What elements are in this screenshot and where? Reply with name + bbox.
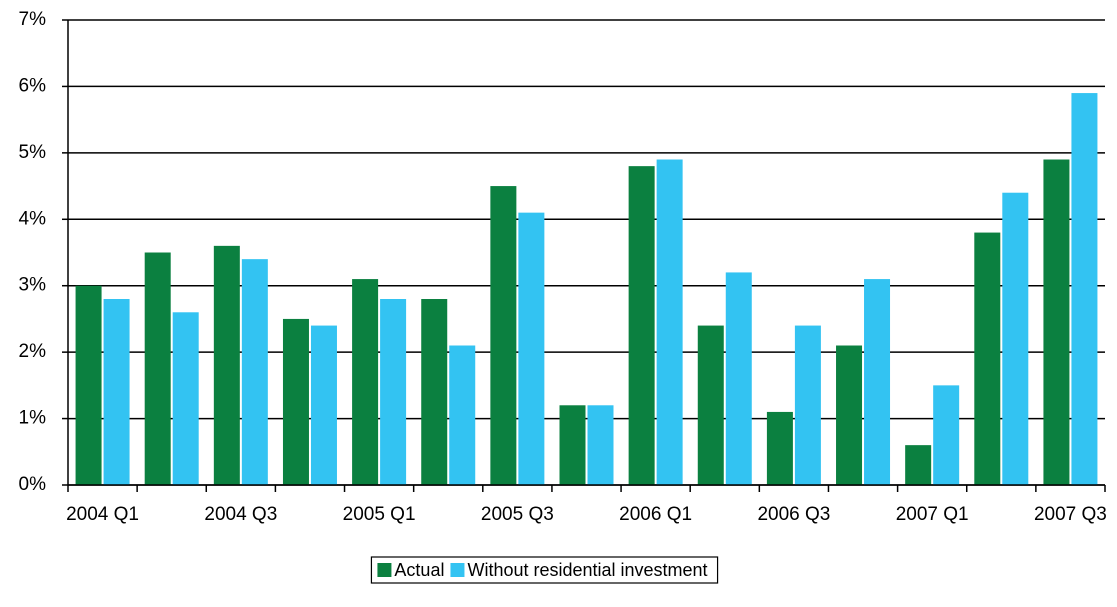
x-tick-label: 2004 Q3 — [204, 504, 277, 525]
bar — [794, 325, 821, 485]
legend-swatch — [450, 563, 465, 577]
bar — [352, 279, 379, 485]
bar — [1071, 93, 1098, 486]
bar — [628, 166, 655, 485]
bar — [213, 245, 240, 485]
x-tick-label: 2007 Q3 — [1034, 504, 1107, 525]
bar — [490, 186, 517, 486]
bar — [905, 445, 932, 485]
y-tick-label: 1% — [19, 408, 47, 429]
x-tick-label: 2007 Q1 — [896, 504, 969, 525]
bar — [172, 312, 199, 485]
bar — [518, 212, 545, 485]
x-tick-label: 2004 Q1 — [66, 504, 139, 525]
bar — [559, 405, 586, 485]
y-tick-label: 5% — [19, 142, 47, 163]
x-tick-label: 2005 Q3 — [481, 504, 554, 525]
legend-box — [370, 556, 719, 584]
bar — [864, 279, 891, 485]
y-tick-label: 7% — [19, 9, 47, 30]
bar — [449, 345, 476, 485]
bar — [766, 411, 793, 485]
bar — [587, 405, 614, 485]
x-tick-label: 2006 Q3 — [757, 504, 830, 525]
y-tick-label: 2% — [19, 341, 47, 362]
legend-label: Without residential investment — [467, 560, 707, 580]
bar — [836, 345, 863, 485]
y-tick-label: 6% — [19, 75, 47, 96]
legend-swatch — [377, 563, 392, 577]
bar — [974, 232, 1001, 485]
bar — [656, 159, 683, 485]
bar — [380, 299, 407, 485]
y-tick-label: 3% — [19, 275, 47, 296]
x-tick-label: 2006 Q1 — [619, 504, 692, 525]
bar — [933, 385, 960, 485]
y-tick-label: 0% — [19, 474, 47, 495]
bar — [725, 272, 752, 485]
bar — [75, 285, 102, 485]
bar — [1043, 159, 1070, 485]
y-tick-label: 4% — [19, 208, 47, 229]
bar — [310, 325, 337, 485]
bar — [103, 299, 130, 485]
bar — [697, 325, 724, 485]
bar — [241, 259, 268, 485]
bar — [282, 318, 309, 485]
x-tick-label: 2005 Q1 — [343, 504, 416, 525]
bar — [1002, 192, 1029, 485]
bar — [144, 252, 171, 485]
bar — [421, 299, 448, 485]
legend-label: Actual — [394, 560, 444, 580]
